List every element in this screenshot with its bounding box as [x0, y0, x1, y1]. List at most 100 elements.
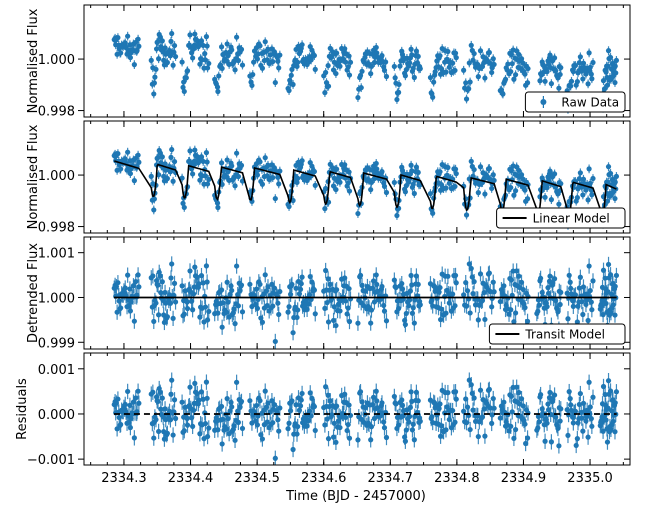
data-point	[482, 75, 488, 81]
data-point	[152, 74, 158, 80]
data-point	[190, 407, 197, 413]
data-point	[150, 273, 156, 279]
data-point	[497, 298, 503, 305]
data-point	[343, 298, 349, 304]
data-point	[520, 403, 526, 409]
data-point	[605, 63, 611, 69]
data-point	[373, 388, 379, 394]
data-point	[557, 301, 563, 308]
data-point	[577, 274, 583, 280]
data-point	[150, 389, 156, 395]
y-tick-label: 1.000	[38, 53, 75, 68]
data-point	[491, 289, 497, 295]
panel-linear: Normalised Flux 0.998 1.000 Linear Model	[26, 120, 631, 236]
data-point	[234, 263, 240, 269]
data-point	[159, 395, 165, 401]
data-point	[218, 160, 225, 166]
data-point	[215, 88, 221, 95]
data-point	[608, 408, 615, 414]
data-point	[452, 50, 459, 56]
data-point	[247, 398, 253, 404]
data-point	[437, 316, 444, 323]
data-point	[331, 175, 337, 181]
data-point	[170, 432, 176, 438]
y-tick-label: 0.998	[38, 221, 75, 236]
data-point	[151, 318, 157, 325]
data-point	[311, 168, 317, 175]
ylabel-transit: Detrended Flux	[26, 243, 41, 343]
data-point	[580, 311, 586, 318]
data-point	[327, 398, 333, 404]
data-point	[334, 403, 340, 409]
data-point	[181, 428, 187, 434]
data-point	[374, 281, 380, 288]
data-point	[574, 195, 580, 201]
x-tick-label: 2334.5	[234, 471, 280, 486]
data-point	[115, 34, 121, 41]
plot-area-residuals	[111, 372, 620, 465]
data-point	[411, 74, 417, 81]
data-point	[612, 179, 618, 185]
data-point	[264, 302, 270, 309]
data-point	[572, 292, 579, 298]
data-point	[357, 272, 364, 279]
data-point	[125, 33, 131, 39]
data-point	[259, 181, 266, 187]
data-point	[224, 426, 230, 432]
data-point	[323, 267, 329, 274]
data-point	[331, 304, 337, 310]
data-point	[151, 435, 157, 441]
data-point	[490, 395, 496, 402]
data-point	[381, 302, 387, 309]
data-point	[600, 428, 606, 434]
data-point	[345, 180, 351, 186]
data-point	[179, 283, 185, 289]
x-tick-label: 2334.6	[301, 471, 347, 486]
data-point	[228, 283, 234, 289]
data-point	[187, 32, 193, 38]
data-point	[524, 318, 531, 324]
data-point	[130, 283, 137, 289]
data-point	[290, 330, 296, 336]
data-point	[467, 310, 473, 316]
data-point	[613, 173, 620, 180]
data-point	[272, 79, 278, 86]
legend-label: Transit Model	[524, 328, 605, 342]
data-point	[466, 86, 472, 92]
data-point	[218, 403, 225, 410]
data-point	[262, 388, 268, 394]
data-point	[555, 425, 561, 432]
data-point	[206, 425, 212, 431]
data-point	[337, 308, 343, 314]
data-point	[402, 438, 408, 444]
data-point	[271, 285, 277, 291]
legend-box	[488, 323, 626, 345]
data-point	[547, 168, 553, 174]
data-point	[586, 263, 592, 269]
ylabel-residuals: Residuals	[15, 378, 30, 440]
data-point	[509, 61, 515, 67]
data-point	[184, 422, 191, 428]
data-point	[368, 187, 374, 193]
data-point	[235, 303, 241, 309]
data-point	[262, 155, 268, 161]
data-point	[577, 170, 583, 176]
data-point	[264, 419, 270, 425]
data-point	[536, 302, 542, 308]
data-point	[125, 149, 131, 155]
data-point	[297, 403, 304, 409]
data-point	[603, 300, 609, 307]
data-point	[574, 319, 580, 325]
data-point	[229, 287, 235, 294]
data-point	[393, 401, 399, 407]
data-point	[337, 63, 343, 69]
data-point	[545, 407, 552, 413]
data-point	[383, 434, 390, 441]
data-point	[288, 72, 294, 78]
data-point	[296, 407, 303, 413]
data-point	[379, 168, 385, 175]
data-point	[612, 79, 618, 86]
data-point	[409, 52, 415, 58]
data-point	[202, 51, 208, 57]
data-point	[613, 389, 620, 395]
